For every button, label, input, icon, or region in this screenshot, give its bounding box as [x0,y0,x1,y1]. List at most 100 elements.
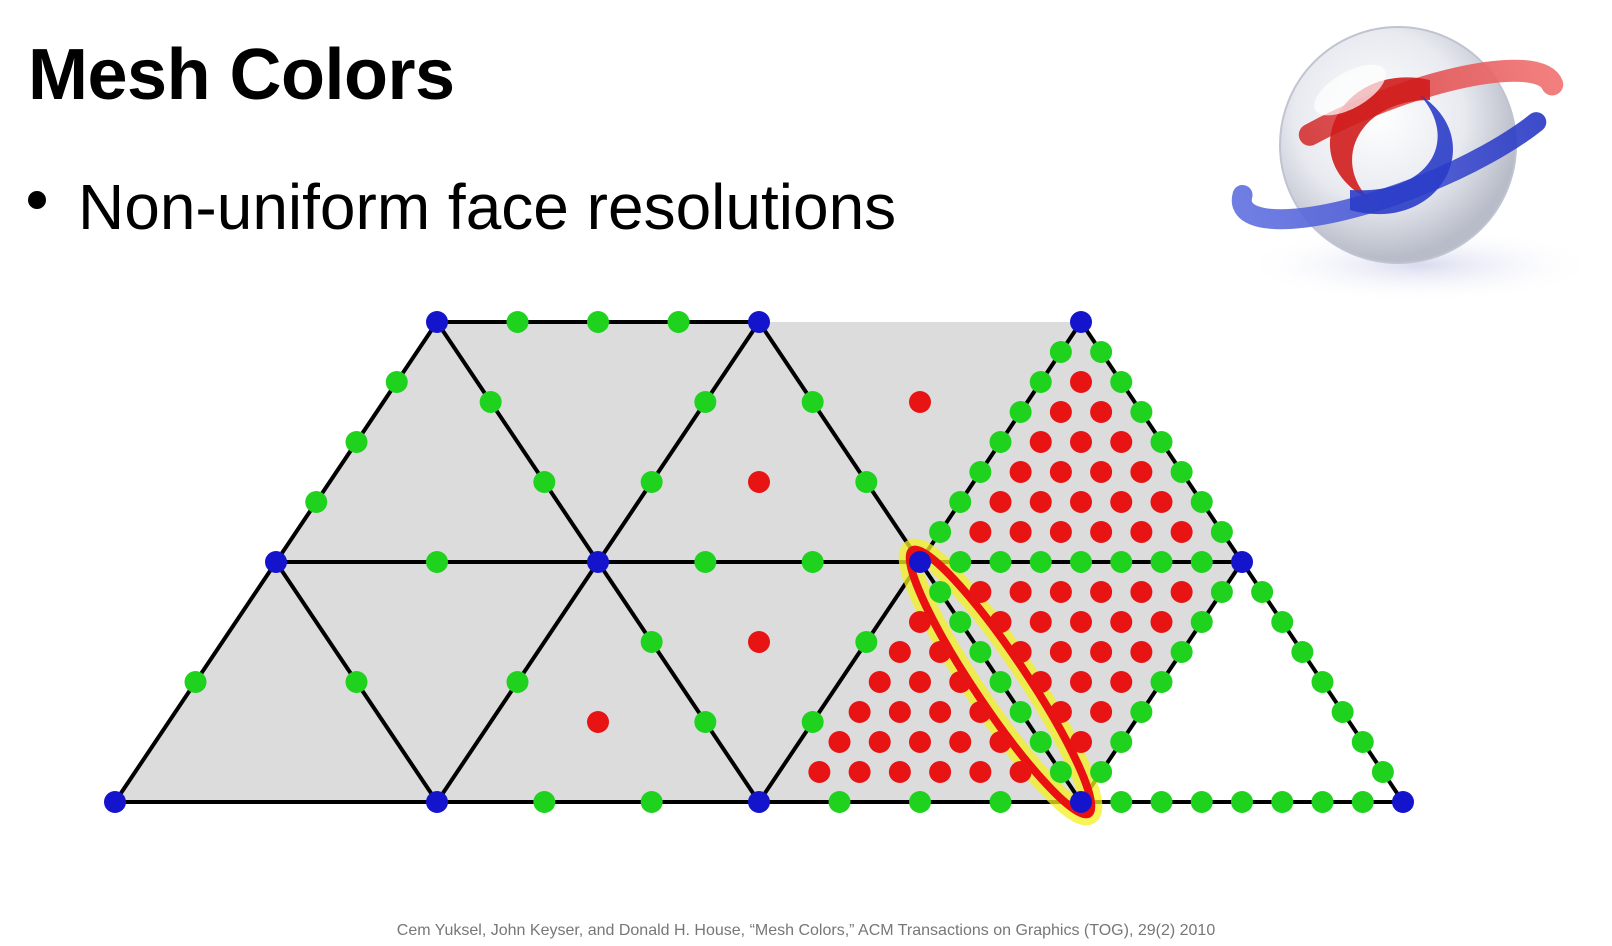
edge-color-dot [1090,761,1113,783]
triangle-face [598,322,920,562]
vertex-dot [265,551,287,573]
vertex-dot [909,551,931,573]
face-color-dot [989,491,1012,513]
edge-color-dot [929,581,952,603]
vertex-dot [1070,311,1092,333]
edge-color-dot [855,631,878,653]
face-color-dot [828,731,851,753]
face-color-dot [1049,521,1072,543]
face-color-dot [969,581,992,603]
edge-color-dot [1331,701,1354,723]
face-color-dot [1070,731,1092,753]
edge-color-dot [989,671,1012,693]
vertex-dot [748,311,770,333]
triangle-face [115,562,437,802]
face-color-dot [929,701,952,723]
face-color-dot [909,611,931,633]
edge-color-dot [1170,641,1193,663]
face-color-dot [1070,371,1092,393]
face-color-dot [989,731,1012,753]
edge-color-dot [1110,731,1133,753]
face-color-dot [748,471,770,493]
face-color-dot [1009,581,1032,603]
face-color-dot [888,701,911,723]
edge-color-dot [855,471,878,493]
edge-color-dot [1190,791,1213,813]
edge-color-dot [345,671,368,693]
slide-title: Mesh Colors [28,35,455,115]
face-color-dot [848,701,871,723]
face-color-dot [1009,521,1032,543]
edge-color-dot [640,471,663,493]
edge-color-dot [949,551,972,573]
edge-color-dot [533,791,556,813]
face-color-dot [949,671,972,693]
edge-color-dot [1311,791,1334,813]
face-color-dot [1130,461,1153,483]
edge-color-dot [1150,671,1173,693]
face-color-dot [1090,581,1113,603]
edge-color-dot [694,711,717,733]
face-color-dot [1070,671,1092,693]
triangle-face [276,322,598,562]
face-color-dot [1049,701,1072,723]
edge-color-dot [1190,491,1213,513]
edge-color-dot [694,391,717,413]
edge-color-dot [909,791,931,813]
edge-color-dot [801,711,824,733]
face-color-dot [848,761,871,783]
face-color-dot [969,521,992,543]
edge-color-dot [828,791,851,813]
edge-color-dot [1049,761,1072,783]
face-color-dot [1090,641,1113,663]
edge-color-dot [1029,371,1052,393]
face-color-dot [1090,701,1113,723]
face-color-dot [1170,521,1193,543]
face-color-dot [909,731,931,753]
edge-color-dot [1291,641,1314,663]
face-color-dot [868,671,891,693]
mesh-edge [596,560,761,804]
highlight-outline [905,545,1096,819]
face-color-dot [1110,611,1133,633]
face-color-dot [1070,611,1092,633]
edge-color-dot [949,491,972,513]
face-color-dot [969,701,992,723]
face-color-dot [1110,491,1133,513]
edge-color-dot [506,671,529,693]
face-color-dot [868,731,891,753]
face-color-dot [888,641,911,663]
edge-color-dot [1231,791,1253,813]
edge-color-dot [667,311,690,333]
edge-color-dot [426,551,448,573]
face-color-dot [929,641,952,663]
edge-color-dot [1070,551,1092,573]
mesh-edge [435,320,600,564]
vertex-dot [1392,791,1414,813]
bullet-dot-icon [28,191,46,209]
edge-color-dot [1150,791,1173,813]
face-color-dot [909,671,931,693]
face-color-dot [1130,521,1153,543]
edge-color-dot [929,521,952,543]
mesh-edge [757,560,922,804]
vertex-dot [104,791,126,813]
edge-color-dot [989,551,1012,573]
triangle-face [759,322,1081,562]
edge-color-dot [1271,611,1294,633]
face-color-dot [1049,401,1072,423]
vertex-dot [426,791,448,813]
mesh-vertices [104,311,1414,813]
face-color-dot [1150,491,1173,513]
face-color-dot [1150,611,1173,633]
edge-color-dot [1130,401,1153,423]
edge-color-dot [1090,341,1113,363]
bullet-item: Non-uniform face resolutions [28,170,896,244]
edge-color-dot [1311,671,1334,693]
face-color-dot [808,761,831,783]
face-color-dot [1049,461,1072,483]
edge-color-dot [1029,551,1052,573]
edge-color-dot [1371,761,1394,783]
triangle-face [437,562,759,802]
